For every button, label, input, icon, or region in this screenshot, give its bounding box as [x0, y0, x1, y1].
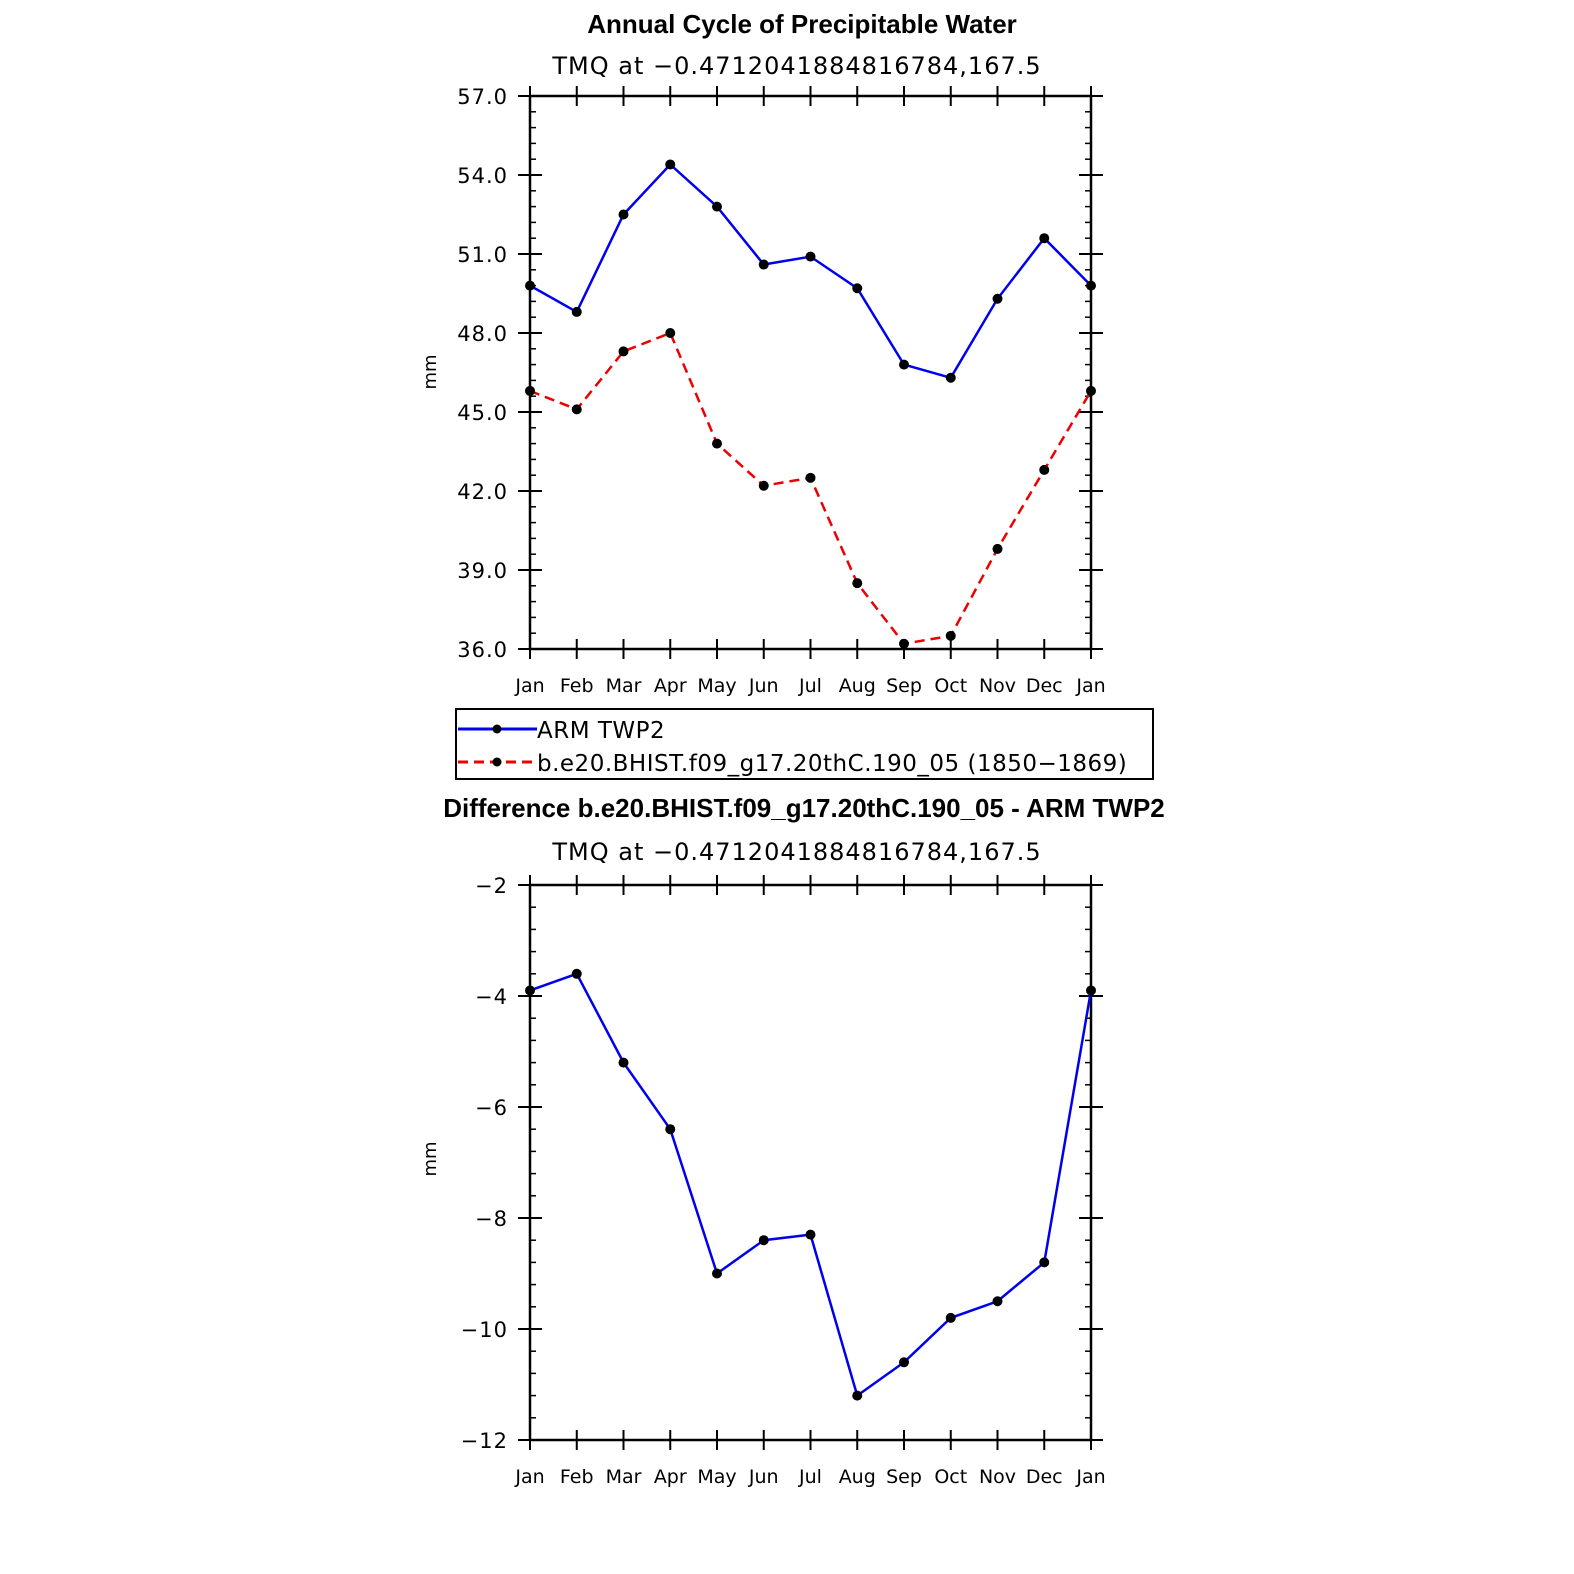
chart2-xtick-label: Aug: [839, 1466, 876, 1488]
chart1-ytick-label: 48.0: [457, 322, 508, 346]
chart2-xtick-label: Jan: [514, 1466, 544, 1488]
chart1-series-0-point: [758, 259, 769, 270]
chart1-series-1-point: [1086, 385, 1096, 396]
chart1-plot: 36.0 39.0 42.0 45.0 48.0 51.0 54.0 57.0 Jan Feb Ma…: [457, 85, 1105, 697]
chart2-series-0-point: [1086, 985, 1096, 996]
chart1-series-1-line: [529, 331, 1093, 646]
chart2-series-0-point: [992, 1296, 1003, 1307]
chart1-series-1-point: [805, 472, 816, 483]
chart1-series-0-point: [1039, 233, 1050, 244]
chart1-xtick-label: May: [697, 675, 736, 697]
chart1-ytick-label: 42.0: [457, 480, 508, 504]
chart2-xtick-label: Dec: [1026, 1466, 1063, 1488]
chart2-series-0-point: [758, 1235, 769, 1246]
legend: ARM TWP2 b.e20.BHIST.f09_g17.20thC.190_0…: [455, 708, 1154, 780]
chart1-ylabel: mm: [420, 354, 441, 389]
chart1-xtick-label: Apr: [654, 675, 687, 697]
chart2-series-0-point: [571, 968, 582, 979]
chart2-xtick-label: Jul: [798, 1466, 822, 1488]
chart1-series-1-point: [899, 638, 909, 649]
chart1-ytick-label: 54.0: [457, 164, 508, 188]
chart1-series-0-point: [899, 359, 909, 370]
chart1-series-0-point: [992, 293, 1003, 304]
chart1-series-1-point: [525, 385, 535, 396]
chart1-series-0-point: [712, 201, 722, 212]
chart2-series-0-point: [852, 1390, 863, 1401]
chart2-series-0-point: [899, 1357, 909, 1368]
chart1-series-0-point: [1086, 280, 1096, 291]
chart2-ytick-label: −2: [475, 874, 508, 898]
chart1-series-0-point: [525, 280, 535, 291]
legend-marker-model: [492, 757, 502, 767]
chart1-xtick-label: Nov: [979, 675, 1016, 697]
chart2-series-0-point: [665, 1124, 676, 1135]
chart2-series-0-point: [805, 1229, 816, 1240]
chart1-series-1-point: [992, 543, 1003, 554]
legend-label-arm: ARM TWP2: [537, 718, 665, 744]
legend-label-model: b.e20.BHIST.f09_g17.20thC.190_05 (1850−1…: [537, 751, 1127, 777]
chart1-xtick-label: Jul: [798, 675, 822, 697]
chart2-xtick-label: Feb: [560, 1466, 594, 1488]
chart2-series-0-point: [945, 1312, 956, 1323]
chart1-series-1-point: [571, 404, 582, 415]
legend-box: [455, 708, 1154, 780]
chart1-series-0-point: [805, 251, 816, 262]
chart1-series-1-point: [852, 578, 863, 589]
chart1-series-0-point: [571, 306, 582, 317]
chart1-series-0-line: [529, 162, 1092, 380]
chart1-ytick-label: 57.0: [457, 85, 508, 109]
chart2-plot: −12 −10 −8 −6 −4 −2 Jan Feb Mar Apr May Jun Jul Aug Se…: [461, 874, 1106, 1488]
chart2-series-0-point: [618, 1057, 629, 1068]
chart1-series-1-point: [945, 630, 956, 641]
chart1-ytick-label: 36.0: [457, 638, 508, 662]
chart2-title: Difference b.e20.BHIST.f09_g17.20thC.190…: [443, 793, 1165, 823]
legend-marker-arm: [492, 724, 502, 734]
chart2-ytick-label: −6: [475, 1096, 508, 1120]
chart2-ylabel: mm: [420, 1141, 441, 1176]
chart2-frame: [528, 883, 1093, 1442]
chart1-xtick-label: Mar: [606, 675, 642, 697]
chart1-xtick-label: Feb: [560, 675, 594, 697]
chart2-ytick-label: −10: [461, 1318, 508, 1342]
chart2-ytick-label: −4: [475, 985, 508, 1009]
chart2-ytick-label: −8: [475, 1207, 508, 1231]
chart1-series-0-point: [852, 283, 863, 294]
chart1-series-1-point: [758, 480, 769, 491]
chart2-xtick-label: May: [697, 1466, 736, 1488]
chart2-ytick-label: −12: [461, 1429, 508, 1453]
chart2-series-0-point: [525, 985, 535, 996]
chart1-xtick-label: Dec: [1026, 675, 1063, 697]
chart1-xtick-label: Aug: [839, 675, 876, 697]
chart1-series-1-point: [618, 346, 629, 357]
chart2-subtitle: TMQ at −0.4712041884816784,167.5: [551, 838, 1041, 866]
chart2-xtick-label: Mar: [606, 1466, 642, 1488]
chart1-series-0-point: [945, 372, 956, 383]
chart2-series-0-point: [712, 1268, 722, 1279]
chart2-xtick-label: Nov: [979, 1466, 1016, 1488]
chart1-series-0-point: [665, 159, 676, 170]
chart1-xtick-label: Jun: [748, 675, 779, 697]
chart1-frame: [528, 94, 1093, 651]
chart2-xtick-label: Jan: [1075, 1466, 1105, 1488]
chart1-series-1-point: [1039, 464, 1050, 475]
chart2-xtick-label: Jun: [748, 1466, 779, 1488]
chart1-series-1-point: [665, 328, 676, 338]
chart2-xtick-label: Apr: [654, 1466, 687, 1488]
chart1-series-1-point: [712, 438, 722, 449]
chart2-series-0-point: [1039, 1257, 1050, 1268]
chart1-subtitle: TMQ at −0.4712041884816784,167.5: [551, 52, 1041, 80]
chart1-series-0-point: [618, 209, 629, 220]
chart1-title: Annual Cycle of Precipitable Water: [587, 9, 1017, 39]
chart2-xtick-label: Sep: [886, 1466, 922, 1488]
chart1-ytick-label: 51.0: [457, 243, 508, 267]
chart1-xtick-label: Oct: [934, 675, 967, 697]
chart1-ytick-label: 45.0: [457, 401, 508, 425]
chart1-xtick-label: Sep: [886, 675, 922, 697]
chart1-ytick-label: 39.0: [457, 559, 508, 583]
chart2-series-0-line: [529, 972, 1093, 1398]
chart1-xtick-label: Jan: [514, 675, 544, 697]
chart1-xtick-label: Jan: [1075, 675, 1105, 697]
chart2-xtick-label: Oct: [934, 1466, 967, 1488]
